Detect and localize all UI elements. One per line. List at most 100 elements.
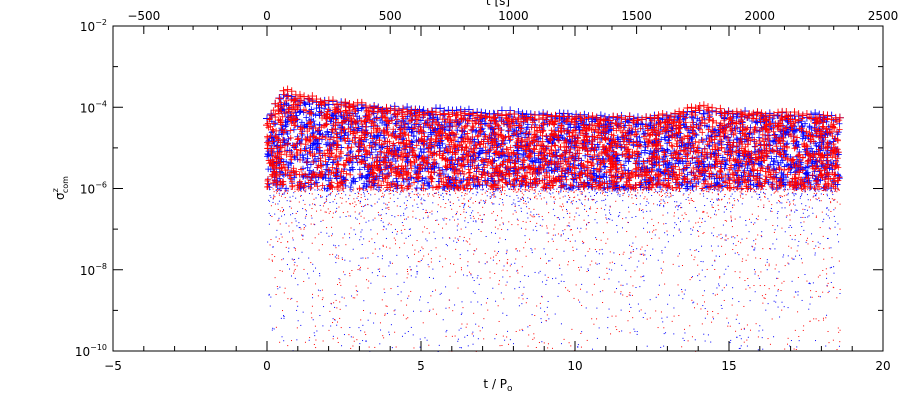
data-point-dot — [725, 234, 727, 236]
data-point-dot — [443, 189, 445, 191]
data-point-dot — [449, 191, 451, 193]
data-point-dot — [387, 224, 389, 226]
data-point-dot — [790, 210, 792, 212]
data-point-dot — [576, 188, 578, 190]
data-point-dot — [405, 218, 407, 220]
data-point-dot — [622, 193, 624, 195]
data-point-dot — [445, 331, 447, 333]
data-point-dot — [690, 188, 692, 190]
data-point-dot — [625, 217, 627, 219]
data-point-dot — [439, 260, 441, 262]
data-point-dot — [524, 275, 526, 277]
data-point-dot — [290, 275, 292, 277]
data-point-dot — [495, 196, 497, 198]
data-point-dot — [471, 212, 473, 214]
data-point-dot — [704, 340, 706, 342]
data-point-dot — [693, 190, 695, 192]
data-point-dot — [797, 245, 799, 247]
data-point-dot — [639, 203, 641, 205]
data-point-dot — [386, 312, 388, 314]
data-point-dot — [732, 243, 734, 245]
data-point-dot — [533, 214, 535, 216]
data-point-dot — [362, 324, 364, 326]
data-point-dot — [580, 266, 582, 268]
data-point-dot — [760, 191, 762, 193]
data-point-dot — [582, 242, 584, 244]
data-point-dot — [774, 229, 776, 231]
data-point-dot — [475, 221, 477, 223]
data-point-dot — [502, 276, 504, 278]
data-point-dot — [762, 348, 764, 350]
data-point-dot — [409, 266, 411, 268]
data-point-dot — [425, 238, 427, 240]
data-point-dot — [553, 188, 555, 190]
data-point-dot — [275, 190, 277, 192]
data-point-dot — [428, 193, 430, 195]
data-point-dot — [606, 192, 608, 194]
data-point-dot — [385, 237, 387, 239]
data-point-dot — [464, 220, 466, 222]
data-point-dot — [539, 270, 541, 272]
data-point-dot — [365, 204, 367, 206]
data-point-dot — [803, 190, 805, 192]
data-point-dot — [377, 268, 379, 270]
data-point-dot — [560, 323, 562, 325]
data-point-dot — [316, 189, 318, 191]
data-point-dot — [793, 199, 795, 201]
data-point-dot — [519, 281, 521, 283]
data-point-dot — [721, 307, 723, 309]
data-point-dot — [690, 233, 692, 235]
data-point-dot — [655, 296, 657, 298]
data-point-dot — [396, 233, 398, 235]
data-point-dot — [370, 204, 372, 206]
data-point-dot — [649, 299, 651, 301]
data-point-dot — [580, 227, 582, 229]
data-point-dot — [676, 201, 678, 203]
data-point-dot — [514, 288, 516, 290]
data-point-dot — [594, 190, 596, 192]
data-point-dot — [734, 252, 736, 254]
data-point-plus — [361, 144, 368, 151]
data-point-dot — [457, 340, 459, 342]
data-point-dot — [332, 335, 334, 337]
data-point-dot — [611, 219, 613, 221]
data-point-dot — [738, 348, 740, 350]
data-point-dot — [725, 239, 727, 241]
data-point-dot — [428, 276, 430, 278]
data-point-dot — [530, 211, 532, 213]
data-point-dot — [634, 190, 636, 192]
data-point-dot — [371, 272, 373, 274]
data-point-dot — [378, 191, 380, 193]
data-point-dot — [486, 195, 488, 197]
data-point-dot — [814, 195, 816, 197]
data-point-dot — [565, 209, 567, 211]
data-point-dot — [513, 199, 515, 201]
data-point-dot — [635, 287, 637, 289]
data-point-plus — [321, 105, 328, 112]
data-point-dot — [576, 227, 578, 229]
data-point-dot — [797, 188, 799, 190]
data-point-dot — [283, 209, 285, 211]
data-point-dot — [808, 308, 810, 310]
data-point-dot — [308, 257, 310, 259]
data-point-plus — [711, 127, 718, 134]
data-point-dot — [283, 214, 285, 216]
data-point-dot — [732, 188, 734, 190]
data-point-dot — [779, 316, 781, 318]
data-point-dot — [643, 280, 645, 282]
data-point-dot — [326, 190, 328, 192]
data-point-dot — [394, 309, 396, 311]
data-point-dot — [561, 274, 563, 276]
data-point-dot — [326, 199, 328, 201]
data-point-dot — [388, 331, 390, 333]
data-point-dot — [523, 198, 525, 200]
data-point-dot — [806, 209, 808, 211]
data-point-dot — [609, 218, 611, 220]
data-point-dot — [432, 277, 434, 279]
data-point-dot — [457, 218, 459, 220]
data-point-dot — [628, 303, 630, 305]
data-point-dot — [783, 306, 785, 308]
data-point-dot — [702, 305, 704, 307]
data-point-dot — [506, 281, 508, 283]
data-point-dot — [378, 214, 380, 216]
